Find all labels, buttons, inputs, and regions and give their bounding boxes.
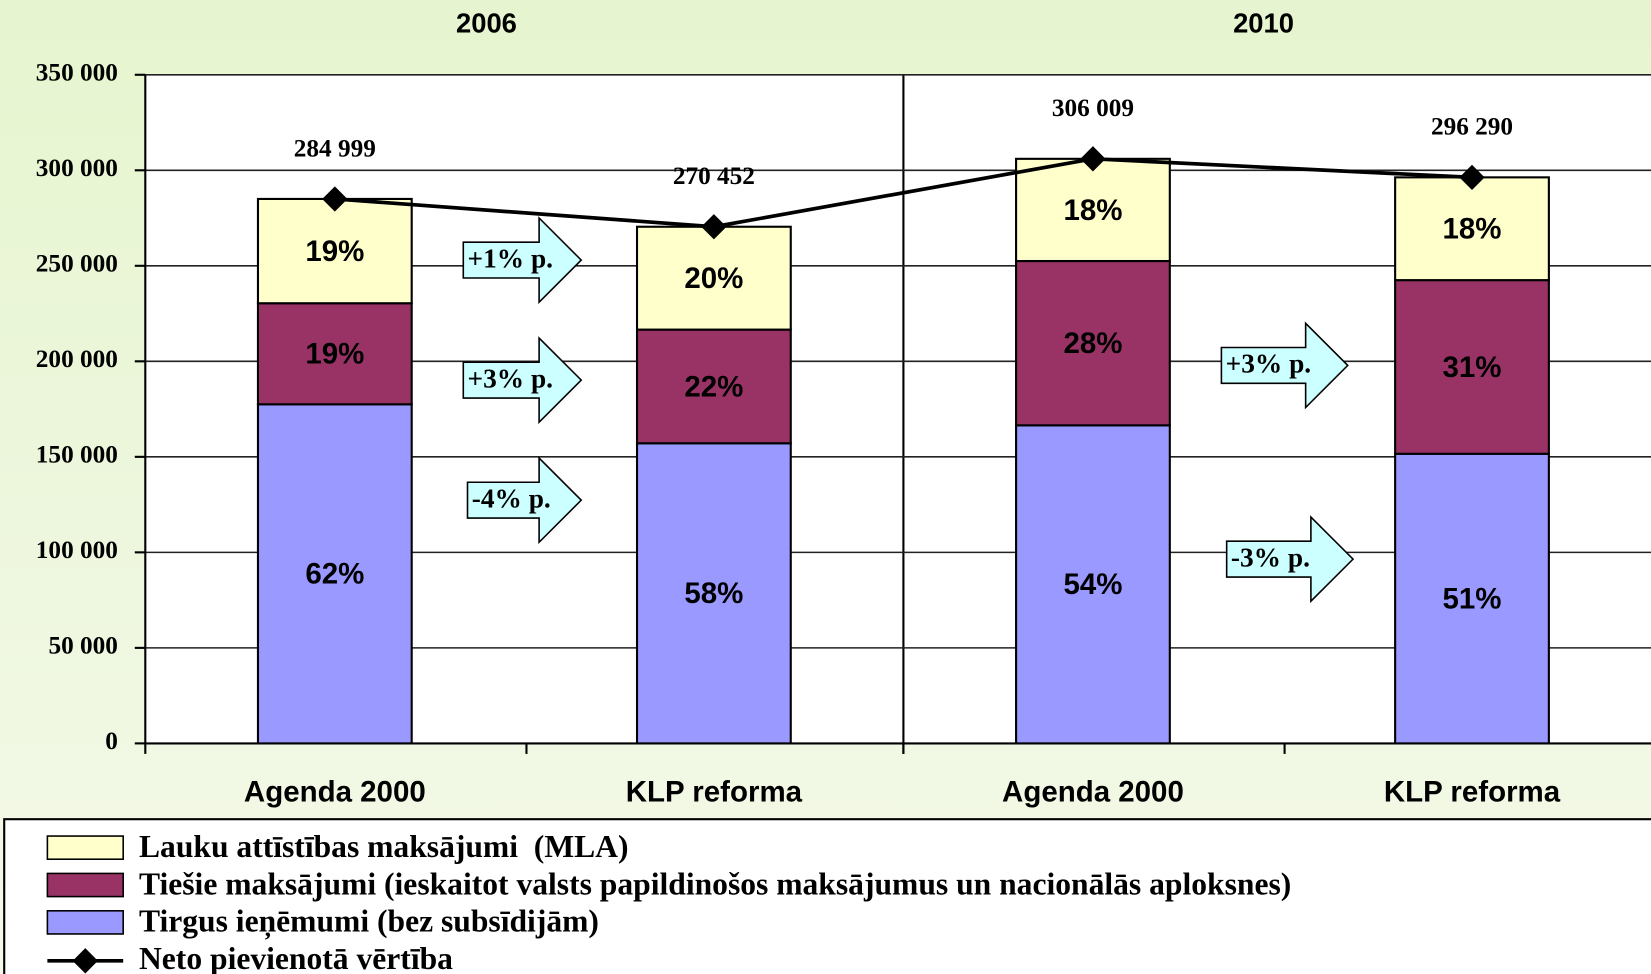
segment-label: 51% [1443, 582, 1502, 615]
data-label: 284 999 [294, 134, 376, 162]
bar-segment [1394, 176, 1550, 282]
bar-segment [1015, 259, 1171, 427]
x-tick-label: Agenda 2000 [244, 776, 426, 809]
y-tick-label: 300 000 [36, 154, 118, 182]
legend-label: Neto pievienotā vērtība [139, 941, 453, 974]
segment-label: 19% [305, 338, 364, 371]
data-label: 306 009 [1052, 94, 1134, 122]
segment-label: 18% [1443, 213, 1502, 246]
bar-segment [635, 442, 792, 745]
legend-marker [72, 948, 98, 974]
annotation-text: +1% p. [468, 243, 554, 273]
bar-segment [256, 302, 413, 406]
y-tick-label: 100 000 [36, 536, 118, 564]
annotation-arrow [1225, 515, 1355, 604]
segment-label: 31% [1443, 351, 1502, 384]
line-marker [1459, 164, 1485, 191]
segment-label: 19% [305, 235, 364, 268]
group-title: 2010 [1233, 8, 1294, 39]
legend-label: Lauku attīstības maksājumi (MLA) [139, 829, 629, 864]
legend-label: Tiešie maksājumi (ieskaitot valsts papil… [139, 866, 1291, 901]
y-tick-label: 350 000 [36, 59, 118, 87]
annotation-arrow [462, 216, 583, 305]
x-tick-label: KLP reforma [626, 776, 803, 809]
y-tick-label: 150 000 [36, 441, 118, 469]
bar-segment [1394, 279, 1550, 455]
bar-segment [1015, 424, 1171, 745]
annotation-text: +3% p. [468, 363, 554, 393]
bar-segment [635, 225, 792, 331]
segment-label: 18% [1063, 194, 1122, 227]
y-tick-label: 0 [105, 727, 118, 755]
annotation-text: -4% p. [472, 483, 551, 513]
bar-segment [256, 403, 413, 745]
y-tick-label: 50 000 [48, 632, 117, 660]
y-tick-label: 200 000 [36, 345, 118, 373]
group-title: 2006 [456, 8, 517, 39]
line-series [334, 156, 1473, 229]
annotation-text: +3% p. [1226, 349, 1312, 379]
segment-label: 20% [684, 262, 743, 295]
legend-box [3, 818, 1651, 974]
y-tick-label: 250 000 [36, 250, 118, 278]
annotation-arrow [462, 336, 583, 425]
bar-segment [1015, 157, 1171, 263]
data-label: 270 452 [673, 162, 755, 190]
segment-label: 28% [1063, 327, 1122, 360]
bar-segment [1394, 452, 1550, 745]
x-tick-label: Agenda 2000 [1002, 776, 1184, 809]
x-tick-label: KLP reforma [1384, 776, 1561, 809]
segment-label: 54% [1063, 568, 1122, 601]
bar-segment [256, 197, 413, 305]
legend-swatch [46, 835, 124, 861]
segment-label: 22% [684, 370, 743, 403]
segment-label: 62% [305, 558, 364, 591]
annotation-arrow [1220, 321, 1349, 410]
annotation-arrow [466, 456, 583, 545]
legend-swatch [46, 872, 124, 898]
segment-label: 58% [684, 577, 743, 610]
bar-segment [635, 328, 792, 445]
annotation-text: -3% p. [1231, 542, 1310, 572]
legend-label: Tirgus ieņēmumi (bez subsīdijām) [139, 904, 599, 940]
data-label: 296 290 [1431, 113, 1513, 141]
legend-swatch [46, 910, 124, 935]
